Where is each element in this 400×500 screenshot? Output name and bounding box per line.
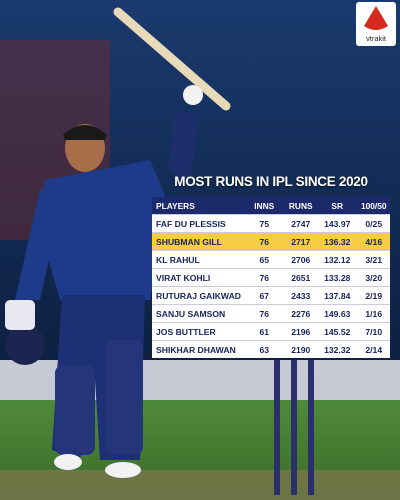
column-header: RUNS — [280, 197, 317, 215]
stat-cell: 63 — [244, 340, 281, 358]
player-name: RUTURAJ GAIKWAD — [152, 286, 244, 305]
stat-cell: 143.97 — [317, 214, 354, 233]
stat-cell: 1/16 — [353, 304, 390, 323]
stat-cell: 133.28 — [317, 268, 354, 287]
player-name: VIRAT KOHLI — [152, 268, 244, 287]
stat-cell: 67 — [244, 286, 281, 305]
table-row: RUTURAJ GAIKWAD 67 2433 137.84 2/19 — [152, 286, 390, 305]
player-name: SANJU SAMSON — [152, 304, 244, 323]
stat-cell: 2651 — [280, 268, 317, 287]
stat-cell: 137.84 — [317, 286, 354, 305]
stat-cell: 3/20 — [353, 268, 390, 287]
stat-cell: 2717 — [280, 232, 317, 251]
stat-cell: 149.63 — [317, 304, 354, 323]
player-name: JOS BUTTLER — [152, 322, 244, 341]
stat-cell: 3/21 — [353, 250, 390, 269]
table-row: SHUBMAN GILL 76 2717 136.32 4/16 — [152, 232, 390, 251]
stat-cell: 76 — [244, 232, 281, 251]
column-header: SR — [317, 197, 354, 215]
logo-icon — [364, 6, 388, 30]
stat-cell: 4/16 — [353, 232, 390, 251]
header-row: PLAYERS INNS RUNS SR 100/50 — [152, 197, 390, 215]
stat-cell: 136.32 — [317, 232, 354, 251]
stat-cell: 2/14 — [353, 340, 390, 358]
stat-cell: 2747 — [280, 214, 317, 233]
player-name: KL RAHUL — [152, 250, 244, 269]
stat-cell: 2196 — [280, 322, 317, 341]
stat-cell: 2190 — [280, 340, 317, 358]
table-row: SANJU SAMSON 76 2276 149.63 1/16 — [152, 304, 390, 323]
table-title: MOST RUNS IN IPL SINCE 2020 — [174, 174, 368, 189]
stat-cell: 2706 — [280, 250, 317, 269]
stat-cell: 132.32 — [317, 340, 354, 358]
runs-table: PLAYERS INNS RUNS SR 100/50 FAF DU PLESSIS 75… — [152, 197, 390, 358]
logo: vtrakit — [356, 2, 396, 46]
table-row: JOS BUTTLER 61 2196 145.52 7/10 — [152, 322, 390, 341]
stat-cell: 132.12 — [317, 250, 354, 269]
table-row: SHIKHAR DHAWAN 63 2190 132.32 2/14 — [152, 340, 390, 358]
stat-cell: 61 — [244, 322, 281, 341]
stat-cell: 0/25 — [353, 214, 390, 233]
stat-cell: 7/10 — [353, 322, 390, 341]
stat-cell: 76 — [244, 304, 281, 323]
logo-text: vtrakit — [365, 34, 386, 43]
column-header: INNS — [244, 197, 281, 215]
stat-cell: 65 — [244, 250, 281, 269]
column-header: 100/50 — [353, 197, 390, 215]
stat-cell: 2276 — [280, 304, 317, 323]
stat-cell: 76 — [244, 268, 281, 287]
table-row: VIRAT KOHLI 76 2651 133.28 3/20 — [152, 268, 390, 287]
player-name: FAF DU PLESSIS — [152, 214, 244, 233]
player-name: SHIKHAR DHAWAN — [152, 340, 244, 358]
player-name: SHUBMAN GILL — [152, 232, 244, 251]
column-header: PLAYERS — [152, 197, 244, 215]
table-body: FAF DU PLESSIS 75 2747 143.97 0/25 SHUBMAN GI… — [152, 214, 390, 358]
stat-cell: 2/19 — [353, 286, 390, 305]
table-row: FAF DU PLESSIS 75 2747 143.97 0/25 — [152, 214, 390, 233]
stat-cell: 145.52 — [317, 322, 354, 341]
stat-cell: 2433 — [280, 286, 317, 305]
stat-cell: 75 — [244, 214, 281, 233]
table-row: KL RAHUL 65 2706 132.12 3/21 — [152, 250, 390, 269]
